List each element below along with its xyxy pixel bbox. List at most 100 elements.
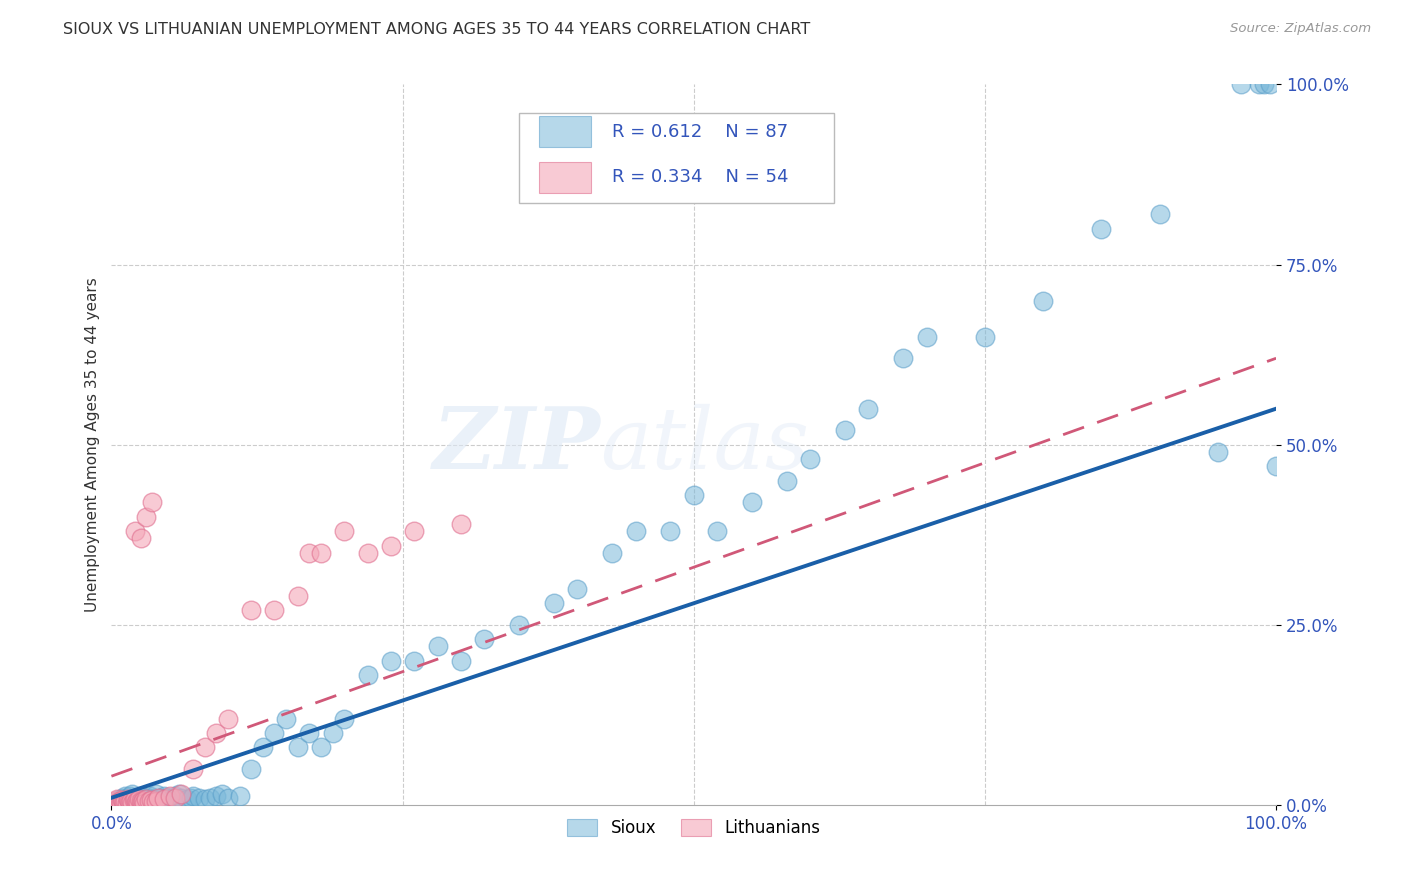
Point xyxy=(1265,459,1288,474)
Point xyxy=(112,795,135,809)
Point xyxy=(799,452,821,467)
Point xyxy=(741,495,763,509)
Point xyxy=(322,726,344,740)
Point xyxy=(128,792,150,806)
Text: atlas: atlas xyxy=(600,403,810,486)
Point xyxy=(205,726,228,740)
Point xyxy=(1247,78,1270,92)
Point xyxy=(149,790,172,805)
Point xyxy=(146,792,169,806)
Point xyxy=(132,796,155,810)
Point xyxy=(333,712,356,726)
Point xyxy=(135,792,157,806)
Point xyxy=(170,790,193,805)
Point xyxy=(127,790,149,805)
Point xyxy=(132,793,155,807)
Point xyxy=(114,794,136,808)
Point xyxy=(426,640,449,654)
Point xyxy=(114,789,136,804)
Point xyxy=(404,524,426,539)
Point xyxy=(141,792,163,806)
Point xyxy=(776,474,799,488)
Text: R = 0.334    N = 54: R = 0.334 N = 54 xyxy=(612,169,789,186)
Point xyxy=(153,789,176,804)
Point xyxy=(404,654,426,668)
Point xyxy=(159,794,181,808)
Point xyxy=(180,790,202,805)
Point xyxy=(124,792,146,806)
Point xyxy=(111,793,134,807)
Point xyxy=(110,796,132,810)
Point xyxy=(240,762,263,776)
Point xyxy=(450,654,472,668)
Point xyxy=(165,790,187,805)
Point xyxy=(108,792,131,806)
Point xyxy=(380,654,402,668)
Text: Source: ZipAtlas.com: Source: ZipAtlas.com xyxy=(1230,22,1371,36)
Point xyxy=(121,792,143,806)
Point xyxy=(112,794,135,808)
Point xyxy=(104,794,127,808)
Point xyxy=(141,495,163,509)
Point xyxy=(118,794,141,808)
Point xyxy=(118,796,141,810)
Point xyxy=(170,787,193,801)
Point xyxy=(156,790,179,805)
Point xyxy=(187,790,209,805)
Point xyxy=(138,794,160,808)
Point xyxy=(1032,293,1054,308)
Point xyxy=(333,524,356,539)
Point xyxy=(194,792,217,806)
Point xyxy=(181,762,204,776)
Point xyxy=(165,789,187,804)
Point xyxy=(217,712,239,726)
Point xyxy=(211,787,233,801)
Point xyxy=(624,524,647,539)
Point xyxy=(252,740,274,755)
Point xyxy=(309,546,332,560)
Point xyxy=(263,603,285,617)
Point xyxy=(567,582,589,596)
Point xyxy=(120,794,142,808)
Text: SIOUX VS LITHUANIAN UNEMPLOYMENT AMONG AGES 35 TO 44 YEARS CORRELATION CHART: SIOUX VS LITHUANIAN UNEMPLOYMENT AMONG A… xyxy=(63,22,810,37)
Point xyxy=(159,789,181,804)
Point xyxy=(915,329,938,343)
FancyBboxPatch shape xyxy=(538,162,592,193)
Point xyxy=(298,546,321,560)
Point xyxy=(228,789,250,804)
Point xyxy=(200,790,222,805)
Point xyxy=(135,794,157,808)
Point xyxy=(600,546,623,560)
Point xyxy=(706,524,728,539)
Point xyxy=(131,795,153,809)
Point xyxy=(125,794,148,808)
Point xyxy=(1149,207,1171,221)
Point xyxy=(287,740,309,755)
Point xyxy=(1230,78,1253,92)
Point xyxy=(145,787,167,801)
Point xyxy=(138,790,160,805)
Point xyxy=(139,793,162,807)
Point xyxy=(309,740,332,755)
Point xyxy=(974,329,997,343)
Point xyxy=(508,618,530,632)
Point xyxy=(129,532,152,546)
Point xyxy=(1253,78,1275,92)
Point xyxy=(110,796,132,810)
Point xyxy=(124,795,146,809)
Point xyxy=(142,795,165,809)
Legend: Sioux, Lithuanians: Sioux, Lithuanians xyxy=(561,812,827,844)
Point xyxy=(132,794,155,808)
Point xyxy=(153,792,176,806)
Point xyxy=(120,794,142,808)
Point xyxy=(115,796,138,810)
Text: R = 0.612    N = 87: R = 0.612 N = 87 xyxy=(612,122,789,141)
Point xyxy=(858,401,880,416)
Point xyxy=(124,790,146,805)
Point xyxy=(105,792,128,806)
Point xyxy=(105,794,128,808)
Point xyxy=(105,796,128,810)
Point xyxy=(298,726,321,740)
Point xyxy=(132,792,155,806)
Point xyxy=(194,740,217,755)
